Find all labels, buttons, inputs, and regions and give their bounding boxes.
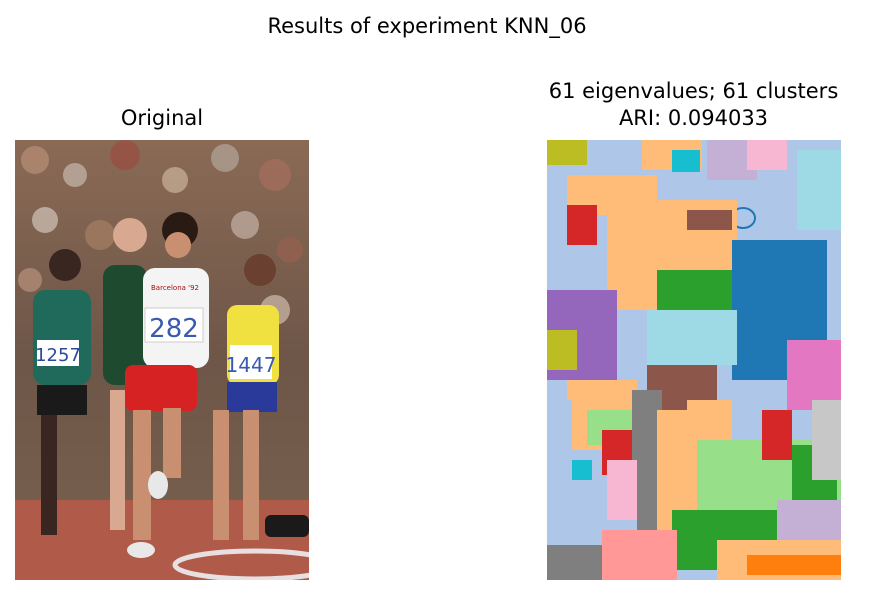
- figure-suptitle: Results of experiment KNN_06: [267, 14, 587, 38]
- segmentation-title-line2: ARI: 0.094033: [618, 106, 769, 130]
- bib-282: 282: [149, 314, 199, 344]
- original-panel-title: Original: [120, 106, 204, 130]
- segmentation-image: [547, 140, 841, 580]
- shorts-text: Barcelona '92: [151, 284, 199, 292]
- original-image: 1257 282 Barcelona '92 1447: [15, 140, 309, 580]
- bib-1447: 1447: [226, 353, 277, 377]
- segmentation-panel-title: 61 eigenvalues; 61 clusters ARI: 0.09403…: [520, 78, 867, 132]
- bib-1257: 1257: [35, 345, 81, 366]
- segmentation-title-line1: 61 eigenvalues; 61 clusters: [548, 79, 839, 103]
